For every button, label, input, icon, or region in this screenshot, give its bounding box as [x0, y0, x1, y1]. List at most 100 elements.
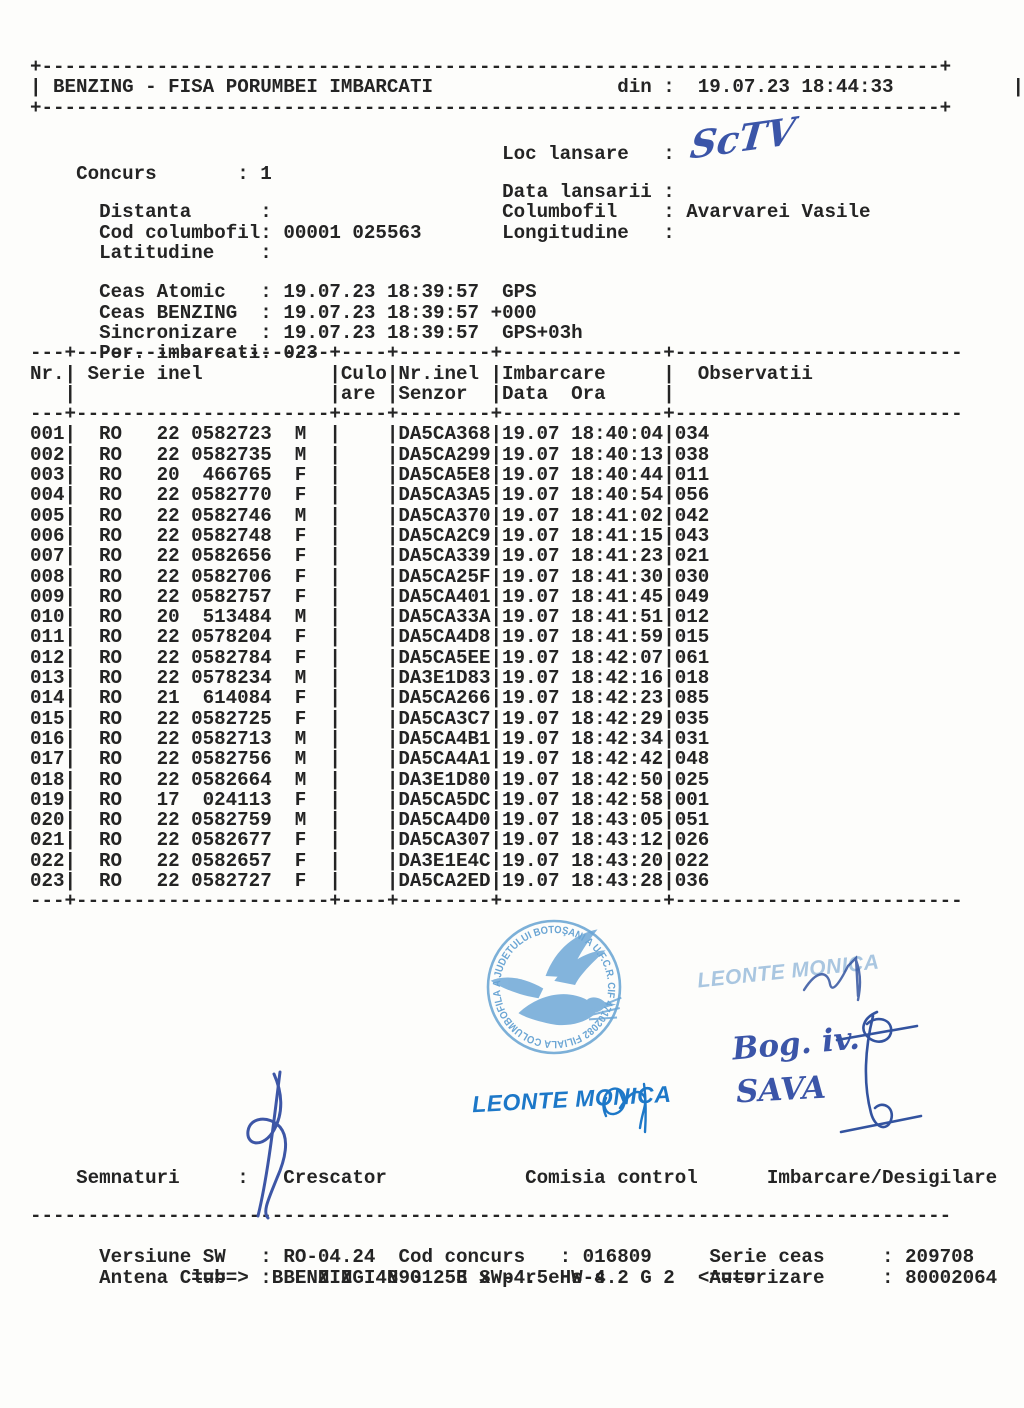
row-nr: 009	[30, 585, 65, 608]
row-senzor: DA5CA3C7	[398, 707, 491, 730]
column-divider	[491, 607, 503, 627]
row-imbarcare-ora: 18:42:58	[571, 788, 664, 811]
col-header-serie: Serie inel	[87, 362, 203, 385]
column-divider	[329, 445, 341, 465]
row-senzor: DA5CA4A1	[398, 748, 491, 771]
row-observatii: 021	[674, 545, 710, 568]
antena-line: Antena Club BENZING 48901253 SW-4.5 HW-4.…	[30, 1247, 1024, 1288]
row-sex: F	[294, 788, 307, 811]
row-nr: 007	[30, 545, 65, 568]
cod-concurs-value: 016809	[582, 1246, 652, 1269]
row-imbarcare-ora: 18:41:30	[571, 565, 664, 588]
column-divider	[491, 424, 503, 444]
row-culoare	[341, 567, 387, 587]
column-divider	[387, 364, 399, 384]
row-imbarcare-data: 19.07	[502, 585, 560, 608]
table-row: 023 RO 22 0582727 F DA5CA2ED 19.07 18:43:28 036	[30, 871, 1024, 892]
row-imbarcare: 19.07 18:40:04	[502, 423, 664, 446]
row-ring-number: 0582677	[191, 829, 272, 852]
row-imbarcare-data: 19.07	[502, 646, 560, 669]
column-divider	[663, 445, 675, 465]
row-observatii: 048	[674, 748, 710, 771]
row-sex: M	[294, 423, 307, 446]
row-observatii: 056	[674, 484, 710, 507]
row-country: RO	[99, 423, 123, 446]
column-divider	[329, 790, 341, 810]
column-divider	[663, 627, 675, 647]
table-row: 020 RO 22 0582759 M DA5CA4D0 19.07 18:43:05 051	[30, 809, 1024, 832]
header-box: +---------------------------------------…	[30, 57, 1024, 118]
column-divider	[65, 384, 77, 404]
column-divider	[65, 607, 77, 627]
footer-separator: ----------------------------------------…	[30, 1204, 952, 1227]
column-divider	[65, 485, 77, 505]
serie-ceas-label: Serie ceas	[709, 1246, 825, 1269]
row-serie-inel: RO 22 0582759 M	[76, 809, 329, 832]
table-row: 006 RO 22 0582748 F DA5CA2C9 19.07 18:41:15 043	[30, 524, 1024, 547]
row-ring-number: 0578234	[191, 667, 272, 690]
row-imbarcare-ora: 18:42:42	[571, 748, 664, 771]
row-country: RO	[99, 646, 123, 669]
handwritten-note-line1: Bog. iv.	[730, 1020, 861, 1068]
ceas-atomic-label: Ceas Atomic	[99, 281, 226, 304]
column-divider	[387, 506, 399, 526]
column-divider	[329, 567, 341, 587]
row-senzor: DA5CA299	[398, 443, 491, 466]
column-divider	[329, 851, 341, 871]
row-culoare	[341, 851, 387, 871]
document-title-line: BENZING - FISA PORUMBEI IMBARCATI din : 19…	[30, 77, 1024, 98]
row-observatii: 015	[674, 626, 710, 649]
row-senzor: DA5CA370	[398, 504, 491, 527]
row-imbarcare: 19.07 18:42:29	[502, 707, 664, 730]
row-senzor: DA5CA5DC	[398, 788, 491, 811]
row-culoare	[341, 465, 387, 485]
table-row: 011 RO 22 0578204 F DA5CA4D8 19.07 18:41:59 015	[30, 626, 1024, 649]
column-divider	[329, 587, 341, 607]
row-serie-inel: RO 22 0578234 M	[76, 667, 329, 690]
row-culoare	[341, 526, 387, 546]
row-imbarcare: 19.07 18:43:28	[502, 871, 663, 892]
row-imbarcare-data: 19.07	[502, 687, 560, 710]
row-serie-inel: RO 22 0582748 F	[76, 524, 329, 547]
row-year: 22	[156, 809, 180, 832]
row-year: 22	[156, 524, 180, 547]
row-imbarcare-ora: 18:41:02	[571, 504, 664, 527]
row-imbarcare-ora: 18:42:29	[571, 707, 664, 730]
row-nr: 015	[30, 707, 65, 730]
semnaturi-label: Semnaturi	[76, 1166, 180, 1189]
row-ring-number: 0582664	[191, 768, 272, 791]
row-imbarcare-ora: 18:40:13	[571, 443, 664, 466]
row-senzor: DA5CA266	[398, 687, 491, 710]
row-imbarcare: 19.07 18:41:45	[502, 585, 663, 608]
column-divider	[663, 729, 675, 749]
antena-club-value: BENZING 48901253 SW-4.5 HW-4.2	[283, 1266, 629, 1289]
column-divider	[663, 546, 675, 566]
crescator-label: Crescator	[283, 1166, 387, 1189]
row-culoare	[341, 790, 387, 810]
col-header-culoare: Culo	[340, 362, 387, 385]
col-header-imbarcare: Imbarcare	[502, 362, 606, 385]
row-observatii: 043	[674, 524, 710, 547]
row-imbarcare-ora: 18:40:54	[571, 484, 664, 507]
column-divider	[387, 384, 399, 404]
row-nr: 012	[30, 646, 65, 669]
column-divider	[329, 607, 341, 627]
col-header-imbarcare-2: Data Ora	[502, 382, 606, 405]
row-nr: 017	[30, 748, 65, 771]
row-imbarcare-ora: 18:40:04	[571, 423, 664, 446]
column-divider	[491, 749, 503, 769]
row-observatii: 026	[674, 829, 710, 852]
row-imbarcare-data: 19.07	[502, 464, 560, 487]
row-imbarcare-ora: 18:43:05	[571, 809, 664, 832]
column-divider	[387, 424, 399, 444]
row-imbarcare-ora: 18:42:50	[571, 768, 664, 791]
row-imbarcare: 19.07 18:42:07	[502, 646, 663, 669]
autorizare-label: Autorizare	[709, 1266, 825, 1289]
row-ring-number: 513484	[202, 606, 272, 629]
column-divider	[65, 729, 77, 749]
row-ring-number: 0582706	[191, 565, 272, 588]
column-divider	[663, 871, 675, 891]
row-culoare	[341, 546, 387, 566]
row-nr: 022	[30, 849, 65, 872]
row-ring-number: 0582713	[191, 727, 272, 750]
